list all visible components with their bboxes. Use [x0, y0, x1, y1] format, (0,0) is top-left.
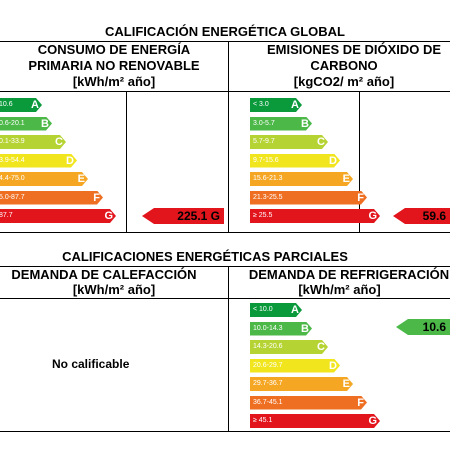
co2-band-c: 5.7-9.7 C	[250, 135, 328, 149]
cooling-band-a-letter: A	[291, 304, 299, 316]
primary-energy-band-c-range: 0.1-33.9	[0, 138, 25, 145]
cooling-band-c: 14.3-20.6 C	[250, 340, 328, 354]
primary-energy-unit: [kWh/m² año]	[72, 74, 156, 89]
co2-band-d: 9.7-15.6 D	[250, 154, 340, 168]
cooling-band-c-letter: C	[317, 341, 325, 353]
primary-energy-band-e-letter: E	[77, 173, 85, 185]
cooling-band-f-range: 36.7-45.1	[253, 398, 283, 406]
co2-band-e: 15.6-21.3 E	[250, 172, 353, 186]
heating-not-rated: No calificable	[52, 357, 130, 371]
primary-energy-band-f: 5.0-87.7 F	[0, 191, 103, 205]
primary-energy-band-f-range: 5.0-87.7	[0, 193, 25, 201]
primary-energy-band-g-range: 87.7	[0, 212, 13, 219]
primary-energy-band-a-letter: A	[31, 99, 39, 111]
cooling-band-b: 10.0-14.3 B	[250, 322, 312, 336]
primary-energy-header-1: CONSUMO DE ENERGÍA	[37, 42, 191, 57]
co2-unit: [kgCO2/ m² año]	[293, 74, 395, 89]
primary-energy-band-d: 3.9-54.4 D	[0, 154, 77, 168]
primary-energy-band-b-range: 0.6-20.1	[0, 119, 25, 127]
primary-energy-header-2: PRIMARIA NO RENOVABLE	[28, 58, 200, 73]
cooling-band-d-letter: D	[329, 359, 337, 372]
cooling-band-g-letter: G	[368, 415, 377, 427]
primary-energy-rating-indicator: 225.1 G	[142, 208, 224, 224]
cooling-band-c-range: 14.3-20.6	[253, 343, 283, 350]
co2-band-g-range: ≥ 25.5	[253, 212, 273, 219]
co2-band-e-range: 15.6-21.3	[253, 175, 283, 182]
co2-band-d-letter: D	[329, 154, 337, 167]
co2-band-g: ≥ 25.5 G	[250, 209, 380, 223]
primary-energy-band-g-letter: G	[104, 210, 113, 222]
co2-band-c-range: 5.7-9.7	[253, 138, 275, 145]
cooling-band-e-range: 29.7-36.7	[253, 380, 283, 387]
cooling-band-g: ≥ 45.1 G	[250, 414, 380, 428]
cooling-band-g-range: ≥ 45.1	[253, 417, 273, 424]
co2-band-f: 21.3-25.5 F	[250, 191, 367, 205]
cooling-band-b-range: 10.0-14.3	[253, 324, 283, 332]
primary-energy-band-a: 10.6 A	[0, 98, 42, 112]
cooling-band-f-letter: F	[357, 396, 364, 409]
cooling-band-e: 29.7-36.7 E	[250, 377, 353, 391]
cooling-band-a: < 10.0 A	[250, 303, 302, 317]
cooling-band-e-letter: E	[342, 378, 350, 390]
co2-band-e-letter: E	[342, 173, 350, 185]
partial-title: CALIFICACIONES ENERGÉTICAS PARCIALES	[62, 249, 348, 264]
cooling-band-d: 20.6-29.7 D	[250, 359, 340, 373]
co2-header-1: EMISIONES DE DIÓXIDO DE	[266, 42, 442, 57]
cooling-unit: [kWh/m² año]	[298, 282, 381, 297]
heating-header: DEMANDA DE CALEFACCIÓN	[11, 267, 197, 282]
co2-band-b-letter: B	[301, 117, 309, 130]
co2-band-b: 3.0-5.7 B	[250, 117, 312, 131]
global-title: CALIFICACIÓN ENERGÉTICA GLOBAL	[104, 24, 345, 39]
co2-band-g-letter: G	[368, 210, 377, 222]
primary-energy-band-b-letter: B	[41, 117, 49, 130]
cooling-band-d-range: 20.6-29.7	[253, 361, 283, 369]
primary-energy-band-g: 87.7 G	[0, 209, 116, 223]
cooling-rating-indicator: 10.6	[396, 319, 450, 335]
primary-energy-band-a-range: 10.6	[0, 101, 13, 108]
co2-band-d-range: 9.7-15.6	[253, 156, 279, 164]
cooling-band-f: 36.7-45.1 F	[250, 396, 367, 410]
co2-band-a-letter: A	[291, 99, 299, 111]
co2-band-a-range: < 3.0	[253, 101, 269, 108]
co2-band-f-range: 21.3-25.5	[253, 193, 283, 201]
co2-band-f-letter: F	[357, 191, 364, 204]
co2-header-2: CARBONO	[310, 58, 378, 73]
heating-unit: [kWh/m² año]	[72, 282, 156, 297]
cooling-band-b-letter: B	[301, 322, 309, 335]
primary-energy-band-b: 0.6-20.1 B	[0, 117, 52, 131]
co2-band-a: < 3.0 A	[250, 98, 302, 112]
primary-energy-band-e-range: 4.4-75.0	[0, 175, 25, 182]
primary-energy-band-d-range: 3.9-54.4	[0, 156, 25, 164]
primary-energy-band-e: 4.4-75.0 E	[0, 172, 88, 186]
co2-rating-indicator: 59.6	[393, 208, 450, 224]
primary-energy-band-f-letter: F	[93, 191, 100, 204]
co2-band-b-range: 3.0-5.7	[253, 119, 275, 127]
cooling-header: DEMANDA DE REFRIGERACIÓN	[248, 267, 450, 282]
co2-band-c-letter: C	[317, 136, 325, 148]
cooling-band-a-range: < 10.0	[253, 306, 273, 313]
primary-energy-band-d-letter: D	[66, 154, 74, 167]
primary-energy-band-c: 0.1-33.9 C	[0, 135, 66, 149]
primary-energy-band-c-letter: C	[55, 136, 63, 148]
